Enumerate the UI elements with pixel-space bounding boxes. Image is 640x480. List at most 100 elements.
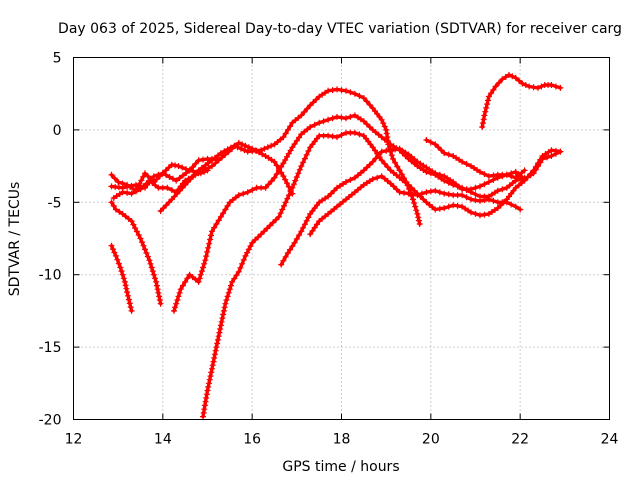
data-point [127, 304, 134, 311]
y-tick-label: -5 [48, 195, 62, 211]
data-point [204, 387, 211, 394]
data-point [237, 264, 244, 271]
data-point [195, 157, 202, 164]
data-point [117, 264, 124, 271]
data-point [153, 176, 160, 183]
data-point [289, 184, 296, 191]
data-point [150, 271, 157, 278]
data-point [284, 126, 291, 133]
data-point [414, 192, 421, 199]
data-point [148, 264, 155, 271]
data-point [247, 243, 254, 250]
data-point [121, 278, 128, 285]
data-point [212, 347, 219, 354]
data-point [298, 163, 305, 170]
data-point [268, 178, 275, 185]
data-point [517, 206, 524, 213]
data-point [284, 180, 290, 187]
data-point [112, 252, 119, 259]
data-point [206, 380, 212, 387]
data-point [205, 383, 212, 390]
data-point [218, 318, 225, 325]
data-point [441, 190, 448, 197]
data-point [296, 232, 303, 239]
data-point [310, 99, 317, 106]
data-point [548, 82, 555, 88]
data-point [125, 296, 132, 303]
data-point [499, 76, 506, 83]
data-point [231, 275, 238, 282]
data-point [472, 210, 479, 217]
data-point [477, 183, 483, 190]
data-point [410, 196, 416, 203]
data-point [229, 278, 236, 285]
data-point [153, 278, 160, 285]
x-tick-label: 12 [65, 432, 83, 448]
data-point [202, 257, 209, 264]
data-point [239, 260, 246, 267]
data-series [108, 71, 564, 420]
data-point [393, 186, 400, 193]
y-tick-label: 5 [53, 51, 62, 67]
data-point [165, 164, 172, 171]
data-point [264, 144, 271, 151]
data-point [184, 275, 191, 282]
data-point [512, 74, 519, 81]
data-point [172, 162, 179, 169]
data-point [481, 197, 488, 204]
data-point [338, 87, 345, 94]
chart-title: Day 063 of 2025, Sidereal Day-to-day VTE… [58, 21, 622, 37]
data-point [296, 134, 303, 141]
data-point [413, 207, 420, 214]
data-point [204, 248, 211, 255]
data-point [369, 176, 376, 183]
data-point [226, 286, 233, 293]
data-point [535, 163, 541, 170]
data-point [155, 289, 162, 296]
data-point [427, 139, 434, 146]
data-point [387, 147, 394, 154]
data-point [242, 252, 249, 259]
series-6 [157, 86, 423, 227]
data-point [375, 152, 382, 158]
data-point [187, 176, 194, 183]
data-point [436, 205, 443, 212]
data-point [282, 199, 289, 206]
data-point [441, 150, 448, 157]
data-point [118, 268, 125, 275]
data-point [112, 206, 119, 213]
series-12 [479, 71, 564, 130]
data-point [289, 243, 296, 250]
x-axis-label: GPS time / hours [282, 459, 399, 475]
data-point [479, 120, 486, 127]
data-point [139, 239, 145, 246]
data-point [176, 289, 183, 296]
data-point [276, 167, 282, 174]
data-point [159, 170, 166, 177]
series-10 [307, 173, 524, 238]
data-point [463, 194, 470, 201]
data-point [325, 132, 332, 139]
data-point [280, 160, 287, 167]
data-point [213, 344, 220, 351]
data-point [347, 113, 354, 120]
data-point [110, 246, 116, 253]
data-point [331, 187, 338, 194]
data-point [225, 289, 232, 296]
series-1 [108, 242, 135, 314]
data-point [432, 187, 439, 194]
data-point [329, 115, 336, 122]
data-point [381, 160, 388, 167]
data-point [270, 219, 276, 226]
data-point [171, 307, 177, 314]
data-point [412, 203, 419, 210]
data-point [423, 189, 430, 196]
y-tick-label: -20 [39, 413, 62, 429]
data-point [360, 167, 367, 174]
data-point [224, 293, 231, 300]
data-point [488, 90, 495, 97]
data-point [454, 202, 461, 209]
data-point [198, 268, 205, 275]
data-point [231, 142, 238, 149]
data-point [485, 173, 492, 180]
